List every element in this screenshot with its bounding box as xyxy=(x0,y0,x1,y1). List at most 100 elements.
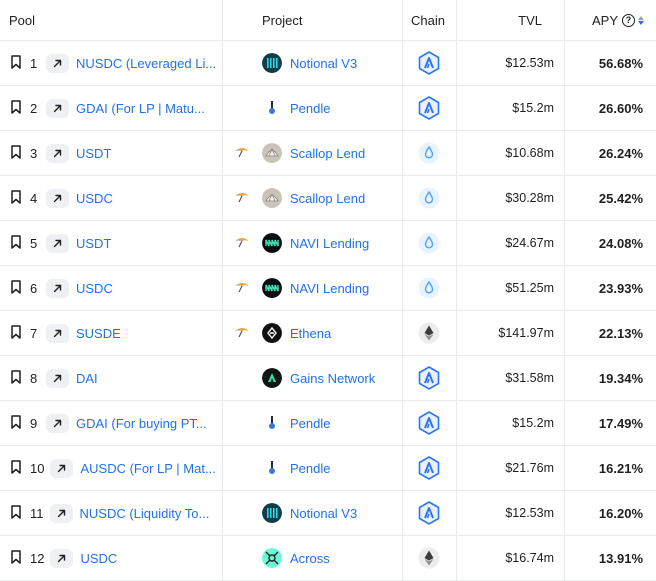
column-divider xyxy=(402,0,403,581)
project-name-link[interactable]: NAVI Lending xyxy=(290,280,370,296)
project-name-link[interactable]: Scallop Lend xyxy=(290,190,366,206)
pool-name-link[interactable]: DAI xyxy=(76,370,98,386)
chain-cell xyxy=(402,266,456,310)
sui-chain-icon[interactable] xyxy=(418,277,440,299)
arbitrum-chain-icon[interactable] xyxy=(418,411,440,435)
external-link-icon[interactable] xyxy=(46,323,69,343)
external-link-icon[interactable] xyxy=(50,548,74,568)
arbitrum-chain-icon[interactable] xyxy=(418,96,440,120)
table-row[interactable]: 7 SUSDE Ethena $141.97m 22.13% xyxy=(0,311,656,356)
ethereum-chain-icon[interactable] xyxy=(418,547,440,569)
chain-cell xyxy=(402,401,456,445)
bookmark-icon[interactable] xyxy=(10,549,30,567)
project-name-link[interactable]: Across xyxy=(290,550,330,566)
arbitrum-chain-icon[interactable] xyxy=(418,501,440,525)
project-name-link[interactable]: Gains Network xyxy=(290,370,376,386)
bookmark-icon[interactable] xyxy=(10,414,30,432)
pendle-logo xyxy=(262,458,282,478)
external-link-icon[interactable] xyxy=(46,278,69,298)
pool-name-link[interactable]: USDT xyxy=(76,145,112,161)
bookmark-icon[interactable] xyxy=(10,369,30,387)
bookmark-icon[interactable] xyxy=(10,234,30,252)
external-link-icon[interactable] xyxy=(46,233,69,253)
row-rank: 1 xyxy=(30,55,38,71)
pool-name-link[interactable]: USDC xyxy=(76,280,113,296)
project-name-link[interactable]: NAVI Lending xyxy=(290,235,370,251)
pool-cell: 10 AUSDC (For LP | Mat... xyxy=(0,446,222,490)
arbitrum-chain-icon[interactable] xyxy=(418,456,440,480)
table-row[interactable]: 8 DAI Gains Network $31.58m 19.34% xyxy=(0,356,656,401)
pool-name-link[interactable]: GDAI (For buying PT... xyxy=(76,415,207,431)
ethereum-chain-icon[interactable] xyxy=(418,322,440,344)
tvl-value: $141.97m xyxy=(498,326,554,340)
pool-name-link[interactable]: AUSDC (For LP | Mat... xyxy=(80,460,216,476)
chain-cell xyxy=(402,356,456,400)
bookmark-icon[interactable] xyxy=(10,144,30,162)
sui-chain-icon[interactable] xyxy=(418,142,440,164)
pool-name-link[interactable]: USDC xyxy=(76,190,113,206)
bookmark-icon[interactable] xyxy=(10,324,30,342)
help-icon[interactable]: ? xyxy=(622,13,635,27)
pool-name-link[interactable]: USDC xyxy=(80,550,118,566)
external-link-icon[interactable] xyxy=(49,503,73,523)
apy-value: 13.91% xyxy=(598,550,643,566)
project-name-link[interactable]: Pendle xyxy=(290,100,331,116)
table-row[interactable]: 11 NUSDC (Liquidity To... Notional V3 $12.5… xyxy=(0,491,656,536)
external-link-icon[interactable] xyxy=(46,98,69,118)
pool-cell: 2 GDAI (For LP | Matu... xyxy=(0,86,222,130)
bookmark-icon[interactable] xyxy=(10,504,30,522)
pool-name-link[interactable]: USDT xyxy=(76,235,112,251)
umbrella-icon xyxy=(234,146,250,161)
table-row[interactable]: 9 GDAI (For buying PT... Pendle $15.2m 17.49… xyxy=(0,401,656,446)
external-link-icon[interactable] xyxy=(46,143,69,163)
pool-name-link[interactable]: GDAI (For LP | Matu... xyxy=(76,100,205,116)
arbitrum-chain-icon[interactable] xyxy=(418,366,440,390)
table-row[interactable]: 1 NUSDC (Leveraged Li... Notional V3 $12.53… xyxy=(0,41,656,86)
bookmark-icon[interactable] xyxy=(10,279,30,297)
sui-chain-icon[interactable] xyxy=(418,187,440,209)
table-row[interactable]: 4 USDC Scallop Lend $30.28m 25.42% xyxy=(0,176,656,221)
project-name-link[interactable]: Scallop Lend xyxy=(290,145,366,161)
header-apy[interactable]: APY ? xyxy=(565,0,656,40)
bookmark-icon[interactable] xyxy=(10,189,30,207)
header-tvl-label: TVL xyxy=(518,12,542,28)
header-chain[interactable]: Chain xyxy=(411,12,445,28)
sort-icon[interactable] xyxy=(638,15,644,25)
project-name-link[interactable]: Pendle xyxy=(290,460,331,476)
table-row[interactable]: 10 AUSDC (For LP | Mat... Pendle $21.76m 16.… xyxy=(0,446,656,491)
external-link-icon[interactable] xyxy=(46,188,69,208)
project-name-link[interactable]: Ethena xyxy=(290,325,332,341)
yield-cell xyxy=(222,131,262,175)
tvl-value: $21.76m xyxy=(505,461,554,475)
yield-cell xyxy=(222,41,262,85)
table-row[interactable]: 6 USDC NAVI Lending $51.25m 23.93% xyxy=(0,266,656,311)
external-link-icon[interactable] xyxy=(46,368,69,388)
pool-name-link[interactable]: NUSDC (Liquidity To... xyxy=(79,505,210,521)
header-tvl[interactable]: TVL xyxy=(457,0,565,40)
sui-chain-icon[interactable] xyxy=(418,232,440,254)
table-row[interactable]: 3 USDT Scallop Lend $10.68m 26.24% xyxy=(0,131,656,176)
scallop-logo xyxy=(262,143,282,163)
external-link-icon[interactable] xyxy=(46,53,69,73)
pool-name-link[interactable]: SUSDE xyxy=(76,325,121,341)
pool-name-link[interactable]: NUSDC (Leveraged Li... xyxy=(76,55,217,71)
external-link-icon[interactable] xyxy=(46,413,69,433)
header-pool[interactable]: Pool xyxy=(9,12,36,28)
bookmark-icon[interactable] xyxy=(10,459,30,477)
yield-cell xyxy=(222,221,262,265)
project-name-link[interactable]: Pendle xyxy=(290,415,331,431)
project-name-link[interactable]: Notional V3 xyxy=(290,55,358,71)
umbrella-icon xyxy=(234,236,250,251)
column-divider xyxy=(222,0,223,581)
table-row[interactable]: 12 USDC Across $16.74m 13.91% xyxy=(0,536,656,581)
table-row[interactable]: 2 GDAI (For LP | Matu... Pendle $15.2m 26.60… xyxy=(0,86,656,131)
table-row[interactable]: 5 USDT NAVI Lending $24.67m 24.08% xyxy=(0,221,656,266)
external-link-icon[interactable] xyxy=(50,458,74,478)
project-cell: Across xyxy=(262,536,402,580)
bookmark-icon[interactable] xyxy=(10,99,30,117)
bookmark-icon[interactable] xyxy=(10,54,30,72)
arbitrum-chain-icon[interactable] xyxy=(418,51,440,75)
apy-value: 19.34% xyxy=(598,370,643,386)
project-name-link[interactable]: Notional V3 xyxy=(290,505,358,521)
header-project[interactable]: Project xyxy=(262,12,303,28)
